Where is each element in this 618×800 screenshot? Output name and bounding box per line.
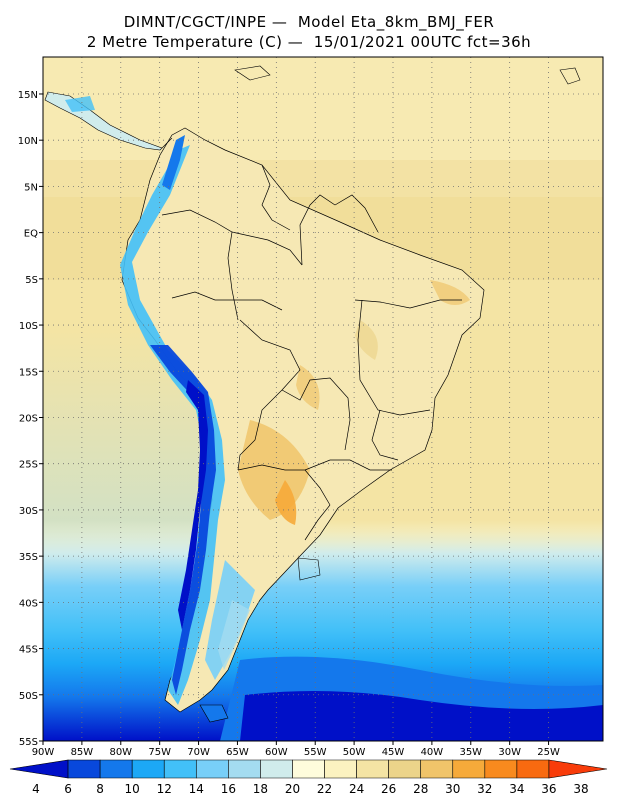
lat-tick-label: 40S bbox=[19, 598, 38, 609]
lat-tick-label: 25S bbox=[19, 460, 38, 471]
colorbar-swatch bbox=[67, 759, 101, 779]
lat-tick-label: EQ bbox=[24, 229, 38, 240]
colorbar-swatch bbox=[356, 759, 389, 779]
colorbar-swatch bbox=[452, 759, 486, 779]
lon-tick-label: 60W bbox=[265, 747, 288, 758]
colorbar-label: 24 bbox=[349, 782, 364, 796]
colorbar-swatch bbox=[9, 759, 69, 779]
lon-tick-label: 25W bbox=[537, 747, 560, 758]
map-frame bbox=[42, 56, 604, 742]
map-gridlines bbox=[43, 57, 603, 741]
lat-tick-label: 20S bbox=[19, 413, 38, 424]
colorbar-swatch bbox=[260, 759, 293, 779]
colorbar-swatch bbox=[484, 759, 518, 779]
colorbar-swatch bbox=[99, 759, 133, 779]
colorbar-label: 30 bbox=[445, 782, 460, 796]
colorbar-label: 38 bbox=[573, 782, 588, 796]
lat-tick-label: 15S bbox=[19, 367, 38, 378]
temperature-colorbar: 4 6 8 10 12 14 16 18 20 22 24 26 28 30 32 34 36 38 bbox=[9, 759, 608, 796]
colorbar-label: 22 bbox=[317, 782, 332, 796]
colorbar-swatch bbox=[195, 759, 229, 779]
lon-tick-label: 30W bbox=[498, 747, 521, 758]
map-title-line2: 2 Metre Temperature (C) — 15/01/2021 00U… bbox=[86, 33, 532, 51]
lon-tick-label: 90W bbox=[32, 747, 55, 758]
lon-tick-label: 85W bbox=[71, 747, 94, 758]
lat-tick-label: 5N bbox=[24, 182, 38, 193]
colorbar-label: 36 bbox=[541, 782, 556, 796]
lat-tick-label: 35S bbox=[19, 552, 38, 563]
lon-tick-label: 65W bbox=[226, 747, 249, 758]
lon-tick-label: 35W bbox=[459, 747, 482, 758]
country-borders bbox=[161, 164, 462, 541]
colorbar-label: 10 bbox=[125, 782, 140, 796]
lon-tick-label: 40W bbox=[421, 747, 444, 758]
colorbar-label: 8 bbox=[96, 782, 104, 796]
lon-tick-label: 55W bbox=[304, 747, 327, 758]
lat-tick-label: 10N bbox=[18, 136, 38, 147]
colorbar-label: 16 bbox=[221, 782, 236, 796]
colorbar-swatch bbox=[324, 759, 357, 779]
colorbar-label: 34 bbox=[509, 782, 524, 796]
lat-tick-label: 5S bbox=[25, 275, 38, 286]
colorbar-swatch bbox=[548, 759, 608, 779]
colorbar-label: 14 bbox=[189, 782, 204, 796]
colorbar-label: 6 bbox=[64, 782, 72, 796]
colorbar-swatch bbox=[420, 759, 454, 779]
colorbar-label: 26 bbox=[381, 782, 396, 796]
colorbar-label: 20 bbox=[285, 782, 300, 796]
colorbar-swatch bbox=[228, 759, 261, 779]
colorbar-label: 28 bbox=[413, 782, 428, 796]
colorbar-swatch bbox=[163, 759, 197, 779]
lon-tick-label: 70W bbox=[187, 747, 210, 758]
lon-tick-label: 50W bbox=[343, 747, 366, 758]
lat-tick-label: 55S bbox=[19, 737, 38, 748]
colorbar-swatch bbox=[516, 759, 550, 779]
colorbar-label: 18 bbox=[253, 782, 268, 796]
colorbar-swatch bbox=[131, 759, 165, 779]
lon-tick-label: 80W bbox=[109, 747, 132, 758]
map-canvas bbox=[43, 57, 603, 741]
map-title-line1: DIMNT/CGCT/INPE — Model Eta_8km_BMJ_FER bbox=[123, 13, 495, 31]
colorbar-label: 32 bbox=[477, 782, 492, 796]
colorbar-swatch bbox=[292, 759, 325, 779]
colorbar-swatch bbox=[388, 759, 422, 779]
lat-tick-label: 45S bbox=[19, 645, 38, 656]
colorbar-label: 4 bbox=[32, 782, 40, 796]
lat-tick-label: 50S bbox=[19, 691, 38, 702]
lon-tick-label: 45W bbox=[382, 747, 405, 758]
lat-tick-label: 30S bbox=[19, 506, 38, 517]
lat-tick-label: 10S bbox=[19, 321, 38, 332]
lon-tick-label: 75W bbox=[148, 747, 171, 758]
colorbar-label: 12 bbox=[157, 782, 172, 796]
lat-tick-label: 15N bbox=[18, 90, 38, 101]
